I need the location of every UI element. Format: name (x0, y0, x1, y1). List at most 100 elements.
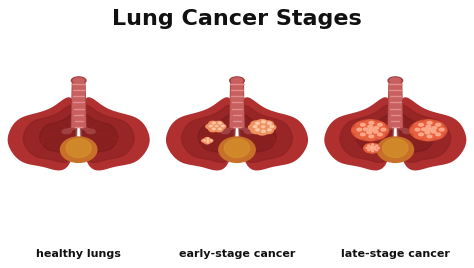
Circle shape (206, 124, 214, 129)
Circle shape (255, 129, 259, 131)
Circle shape (421, 124, 433, 131)
Circle shape (373, 122, 384, 129)
Circle shape (362, 130, 374, 136)
Polygon shape (356, 114, 393, 154)
Polygon shape (40, 114, 77, 154)
Polygon shape (230, 84, 244, 127)
Polygon shape (182, 105, 235, 162)
Ellipse shape (224, 139, 250, 158)
Circle shape (367, 147, 373, 150)
Circle shape (371, 148, 377, 151)
Circle shape (427, 129, 438, 136)
Ellipse shape (377, 137, 413, 162)
Circle shape (201, 139, 206, 142)
Circle shape (375, 150, 378, 151)
Ellipse shape (219, 137, 255, 162)
Circle shape (435, 127, 447, 134)
Polygon shape (72, 84, 85, 127)
Circle shape (436, 133, 440, 136)
Circle shape (359, 126, 371, 133)
Circle shape (267, 129, 271, 131)
Circle shape (219, 128, 221, 130)
Circle shape (369, 121, 374, 124)
Circle shape (363, 124, 375, 131)
Ellipse shape (402, 129, 412, 134)
Circle shape (426, 125, 431, 128)
Circle shape (431, 122, 443, 129)
Circle shape (427, 135, 432, 138)
Circle shape (219, 122, 221, 124)
Circle shape (215, 125, 218, 127)
Polygon shape (166, 97, 234, 170)
Circle shape (265, 124, 276, 130)
Circle shape (414, 122, 426, 129)
Circle shape (427, 125, 439, 132)
Circle shape (356, 122, 368, 129)
Circle shape (263, 121, 273, 127)
Circle shape (439, 128, 444, 131)
Ellipse shape (73, 78, 84, 83)
Circle shape (377, 124, 382, 126)
Polygon shape (23, 105, 76, 162)
Polygon shape (240, 97, 308, 170)
Ellipse shape (388, 77, 402, 84)
Circle shape (368, 148, 374, 151)
Text: healthy lungs: healthy lungs (36, 249, 121, 259)
Text: Lung Cancer Stages: Lung Cancer Stages (112, 9, 362, 29)
Circle shape (410, 127, 422, 134)
Circle shape (248, 124, 259, 130)
Circle shape (212, 122, 215, 124)
Circle shape (374, 127, 379, 129)
Circle shape (369, 128, 374, 131)
Ellipse shape (220, 129, 230, 134)
Text: late-stage cancer: late-stage cancer (341, 249, 450, 259)
Polygon shape (239, 105, 292, 162)
Circle shape (374, 144, 379, 147)
Polygon shape (72, 84, 86, 127)
Circle shape (374, 148, 376, 150)
Circle shape (419, 124, 423, 126)
Polygon shape (230, 84, 244, 127)
Circle shape (356, 132, 368, 138)
Circle shape (410, 120, 447, 141)
Circle shape (374, 149, 379, 152)
Circle shape (436, 124, 440, 126)
Polygon shape (399, 97, 466, 170)
Circle shape (419, 133, 423, 136)
Circle shape (425, 131, 430, 134)
Circle shape (369, 143, 375, 147)
Circle shape (365, 149, 371, 152)
Ellipse shape (72, 77, 86, 84)
Ellipse shape (383, 139, 408, 158)
Circle shape (381, 128, 386, 131)
Circle shape (367, 131, 372, 134)
Circle shape (374, 147, 376, 148)
Circle shape (369, 147, 375, 150)
Circle shape (364, 134, 376, 140)
Circle shape (371, 148, 373, 150)
Circle shape (364, 120, 376, 127)
Circle shape (364, 127, 376, 134)
Polygon shape (398, 105, 451, 162)
Ellipse shape (86, 129, 95, 134)
Circle shape (422, 127, 434, 134)
Circle shape (253, 125, 257, 128)
Circle shape (263, 128, 273, 133)
Circle shape (205, 140, 210, 142)
Circle shape (375, 145, 378, 146)
Circle shape (369, 145, 374, 148)
Circle shape (209, 127, 217, 132)
Circle shape (415, 128, 420, 131)
Circle shape (373, 130, 378, 133)
Polygon shape (340, 105, 393, 162)
Circle shape (204, 140, 205, 141)
Circle shape (352, 120, 389, 141)
Circle shape (369, 150, 375, 153)
Ellipse shape (244, 129, 254, 134)
Circle shape (352, 127, 364, 134)
Circle shape (210, 125, 212, 127)
Circle shape (267, 122, 271, 124)
Ellipse shape (390, 78, 401, 83)
Circle shape (205, 141, 210, 144)
Circle shape (373, 132, 384, 138)
